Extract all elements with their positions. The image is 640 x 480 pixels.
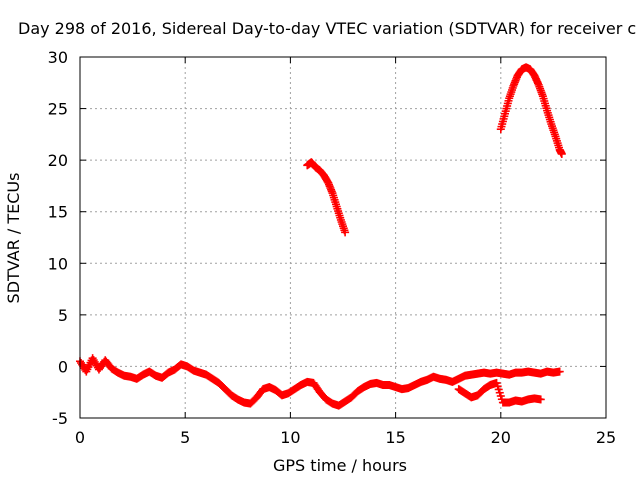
x-tick-label: 0 — [75, 428, 85, 447]
plot-frame — [79, 56, 607, 419]
series-3 — [496, 63, 566, 158]
x-axis-label: GPS time / hours — [273, 456, 407, 475]
series-2 — [303, 158, 350, 237]
x-tick-label: 5 — [180, 428, 190, 447]
data-point — [555, 367, 564, 376]
x-tick-label: 15 — [385, 428, 405, 447]
series-1 — [454, 378, 545, 407]
data-point — [536, 395, 545, 404]
x-tick-label: 10 — [280, 428, 300, 447]
x-tick-label: 20 — [491, 428, 511, 447]
data-point — [341, 228, 350, 237]
y-tick-label: 0 — [58, 357, 68, 376]
axis-ticks: 0 5 10 15 20 25 -5 0 5 10 15 20 25 30 — [48, 48, 617, 447]
y-axis-label: SDTVAR / TECUs — [4, 173, 23, 304]
grid-layer — [80, 57, 606, 418]
x-tick-label: 25 — [596, 428, 616, 447]
y-tick-label: 30 — [48, 48, 68, 67]
data-point — [557, 149, 566, 158]
y-tick-label: 20 — [48, 151, 68, 170]
data-points — [76, 63, 566, 410]
series-0 — [76, 354, 564, 410]
y-tick-label: 25 — [48, 100, 68, 119]
chart-title: Day 298 of 2016, Sidereal Day-to-day VTE… — [18, 19, 636, 38]
y-tick-label: 10 — [48, 254, 68, 273]
y-tick-label: 15 — [48, 203, 68, 222]
y-tick-label: 5 — [58, 306, 68, 325]
y-tick-label: -5 — [52, 409, 68, 428]
